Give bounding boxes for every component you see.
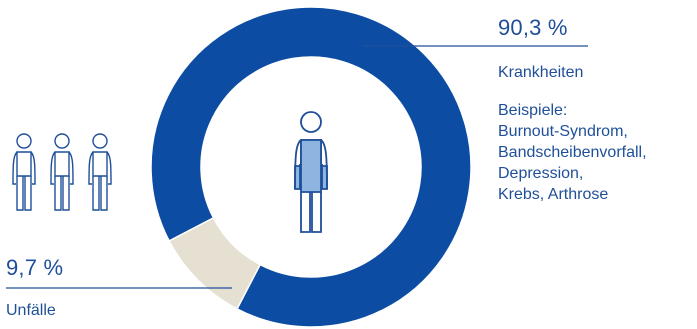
examples-line: Burnout-Syndrom, bbox=[498, 123, 628, 140]
slice-value-label-unfaelle: 9,7 % bbox=[6, 255, 64, 280]
slice-label-unfaelle: Unfälle bbox=[6, 302, 56, 319]
donut-slice-unfaelle bbox=[168, 216, 262, 310]
slice-value-label-krankheiten: 90,3 % bbox=[498, 15, 568, 40]
donut-slices bbox=[150, 6, 472, 328]
person-outline-icon bbox=[50, 133, 74, 211]
person-outline-icon bbox=[12, 133, 36, 211]
slice-label-krankheiten: Krankheiten bbox=[498, 64, 584, 81]
leader-lines bbox=[6, 45, 588, 289]
person-highlighted-icon bbox=[294, 111, 328, 233]
examples-line: Krebs, Arthrose bbox=[498, 186, 609, 203]
examples-annotation: Beispiele: Burnout-Syndrom, Bandscheiben… bbox=[498, 100, 647, 205]
person-outline-icon bbox=[88, 133, 112, 211]
examples-heading: Beispiele: bbox=[498, 102, 568, 119]
donut-slice-krankheiten bbox=[150, 6, 472, 328]
examples-line: Bandscheibenvorfall, bbox=[498, 144, 647, 161]
examples-line: Depression, bbox=[498, 165, 584, 182]
